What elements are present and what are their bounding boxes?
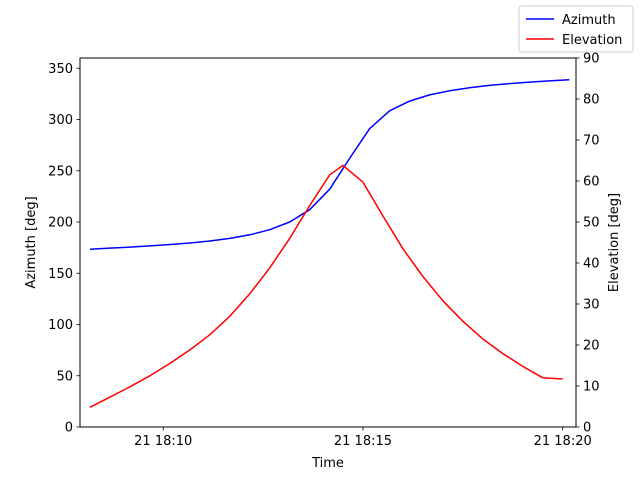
left-y-tick-label: 250 bbox=[48, 164, 73, 179]
right-y-tick-label: 10 bbox=[583, 380, 600, 395]
series-line-azimuth bbox=[89, 78, 570, 250]
left-y-axis: 0 50 100 150 200 250 300 350 bbox=[48, 62, 80, 436]
legend-box bbox=[518, 5, 634, 53]
right-y-axis: 0 10 20 30 40 50 60 70 80 90 bbox=[576, 52, 600, 436]
right-y-tick-label: 20 bbox=[583, 339, 600, 354]
right-y-tick-label: 40 bbox=[583, 257, 600, 272]
left-y-tick-label: 300 bbox=[48, 113, 73, 128]
x-tick-label: 21 18:10 bbox=[134, 434, 192, 449]
legend: Azimuth Elevation bbox=[518, 5, 634, 53]
right-y-tick-label: 90 bbox=[583, 52, 600, 67]
x-axis-label: Time bbox=[311, 456, 344, 471]
right-y-tick-label: 0 bbox=[583, 421, 591, 436]
right-y-tick-label: 30 bbox=[583, 298, 600, 313]
right-y-tick-label: 60 bbox=[583, 175, 600, 190]
right-y-tick-label: 70 bbox=[583, 134, 600, 149]
legend-label-azimuth: Azimuth bbox=[562, 13, 616, 28]
axes-frame bbox=[79, 57, 577, 428]
x-tick-label: 21 18:15 bbox=[334, 434, 392, 449]
left-y-tick-label: 200 bbox=[48, 216, 73, 231]
left-y-tick-label: 50 bbox=[56, 369, 73, 384]
legend-label-elevation: Elevation bbox=[562, 33, 622, 48]
x-tick-label: 21 18:20 bbox=[534, 434, 592, 449]
left-y-tick-label: 150 bbox=[48, 267, 73, 282]
right-y-tick-label: 50 bbox=[583, 216, 600, 231]
right-y-tick-label: 80 bbox=[583, 93, 600, 108]
left-y-tick-label: 0 bbox=[65, 421, 73, 436]
left-y-axis-label: Azimuth [deg] bbox=[24, 196, 39, 288]
left-y-tick-label: 100 bbox=[48, 318, 73, 333]
x-axis: 21 18:10 21 18:15 21 18:20 bbox=[134, 427, 592, 449]
series-layer bbox=[89, 78, 570, 408]
left-y-tick-label: 350 bbox=[48, 62, 73, 77]
right-y-axis-label: Elevation [deg] bbox=[607, 193, 622, 292]
series-line-elevation bbox=[89, 164, 563, 408]
plot-area bbox=[79, 57, 577, 428]
